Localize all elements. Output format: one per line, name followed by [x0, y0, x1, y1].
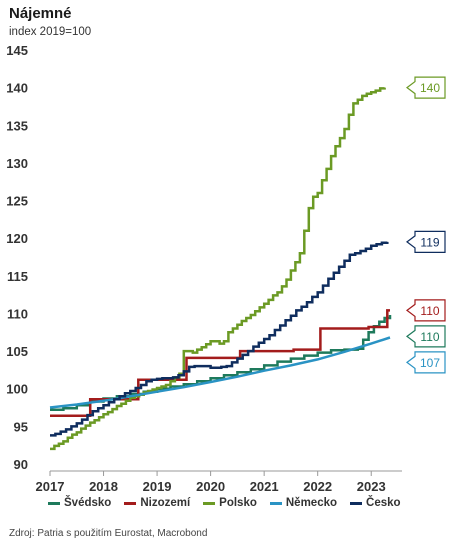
end-value-label: 140 — [420, 81, 440, 95]
y-tick-label: 135 — [6, 118, 28, 133]
chart-title: Nájemné — [9, 5, 72, 22]
chart-subtitle: index 2019=100 — [9, 26, 92, 38]
legend-label: Nizozemí — [140, 497, 191, 509]
end-value-label: 107 — [420, 356, 440, 370]
series-line-Polsko — [50, 87, 386, 451]
legend-swatch — [203, 501, 216, 505]
legend-item: Polsko — [203, 497, 257, 509]
end-label-box — [406, 76, 446, 99]
y-tick-label: 90 — [14, 457, 28, 472]
end-label-box — [406, 325, 446, 348]
end-value-label: 119 — [420, 235, 439, 249]
end-label-box — [406, 351, 446, 374]
series-line-Česko — [50, 241, 389, 437]
legend-swatch — [48, 501, 60, 505]
x-tick-label: 2022 — [303, 479, 332, 494]
series-line-Německo — [49, 336, 391, 409]
y-tick-label: 125 — [6, 194, 28, 209]
y-tick-label: 140 — [6, 81, 28, 96]
line-chart: 90 95 100 105 110 115 120 125 130 135 140 145 2017 20… — [6, 43, 446, 494]
legend-label: Německo — [285, 497, 338, 509]
legend-swatch — [269, 501, 282, 505]
chart-legend: Švédsko Nizozemí Polsko Německo Česko — [48, 497, 448, 509]
y-tick-label: 115 — [7, 269, 28, 284]
y-tick-label: 105 — [6, 344, 28, 359]
x-tick-label: 2023 — [357, 479, 386, 494]
y-tick-label: 110 — [7, 306, 28, 321]
y-tick-label: 95 — [14, 419, 28, 434]
end-label-box — [406, 299, 446, 322]
series-line-Nizozemí — [50, 309, 390, 418]
legend-swatch — [124, 501, 137, 505]
legend-swatch — [350, 501, 363, 505]
x-tick-label: 2020 — [196, 479, 225, 494]
x-tick-label: 2021 — [250, 479, 279, 494]
legend-label: Polsko — [219, 497, 257, 509]
legend-label: Česko — [366, 497, 401, 509]
x-tick-label: 2017 — [36, 479, 65, 494]
legend-item: Německo — [269, 497, 338, 509]
y-tick-label: 130 — [6, 156, 28, 171]
series-line-Švédsko — [50, 315, 392, 412]
end-label-box — [406, 230, 446, 253]
x-tick-label: 2018 — [89, 479, 118, 494]
end-value-label: 110 — [420, 304, 439, 318]
y-tick-label: 100 — [6, 382, 28, 397]
legend-label: Švédsko — [64, 497, 112, 509]
y-tick-label: 145 — [6, 43, 28, 58]
x-tick-label: 2019 — [143, 479, 172, 494]
end-value-label: 110 — [420, 330, 439, 344]
legend-item: Švédsko — [48, 497, 111, 509]
y-tick-label: 120 — [6, 231, 28, 246]
source-note: Zdroj: Patria s použitím Eurostat, Macro… — [9, 528, 208, 539]
legend-item: Česko — [350, 497, 401, 509]
legend-item: Nizozemí — [124, 497, 190, 509]
